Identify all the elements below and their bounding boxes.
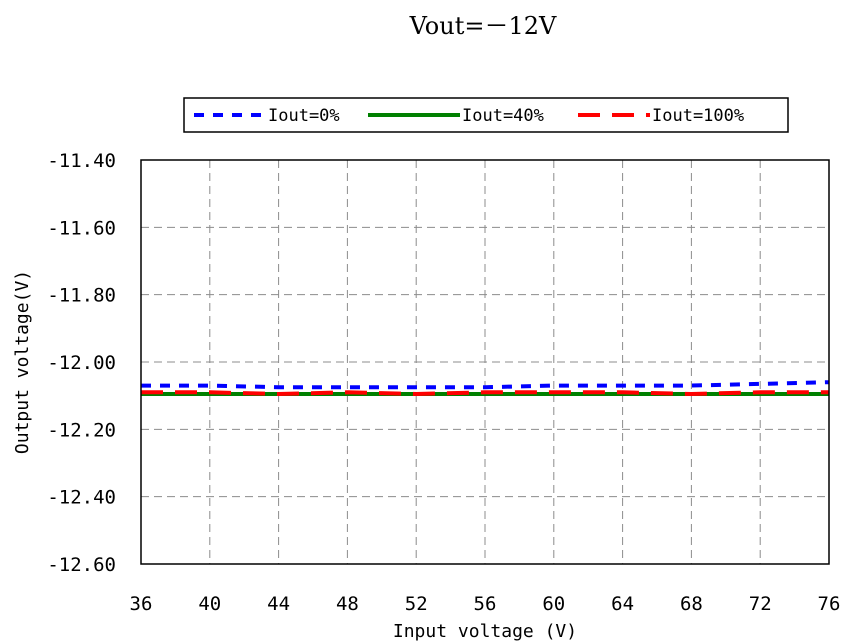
x-tick-label: 48	[336, 593, 359, 615]
series-line-2	[141, 390, 829, 396]
legend-label-2: Iout=100%	[652, 106, 744, 126]
series-layer	[141, 380, 830, 396]
y-tick-label: -11.40	[47, 150, 116, 172]
y-tick-labels: -11.40 -11.60 -11.80 -12.00 -12.20 -12.40 -12.…	[47, 150, 116, 576]
y-tick-label: -12.60	[47, 554, 116, 576]
x-tick-label: 60	[542, 593, 565, 615]
x-tick-labels: 36 40 44 48 52 56 60 64 68 72 76	[130, 593, 841, 615]
x-tick-label: 56	[474, 593, 497, 615]
x-tick-label: 36	[130, 593, 153, 615]
y-tick-label: -12.00	[47, 352, 116, 374]
legend-label-0: Iout=0%	[268, 106, 340, 126]
legend-box	[183, 97, 789, 133]
x-tick-label: 52	[405, 593, 428, 615]
series-line-0	[141, 380, 830, 390]
plot-area	[140, 159, 830, 565]
legend-label-1: Iout=40%	[462, 106, 544, 126]
grid	[141, 160, 829, 564]
x-tick-label: 64	[611, 593, 634, 615]
x-axis-label: Input voltage (V)	[393, 621, 577, 642]
x-tick-label: 72	[749, 593, 772, 615]
x-tick-label: 68	[680, 593, 703, 615]
legend: Iout=0% Iout=40% Iout=100%	[183, 97, 789, 133]
x-tick-label: 76	[818, 593, 841, 615]
x-tick-label: 40	[198, 593, 221, 615]
x-tick-label: 44	[267, 593, 290, 615]
y-axis-label: Output voltage(V)	[12, 270, 33, 454]
y-tick-label: -11.60	[47, 217, 116, 239]
chart-title: Vout=－12V	[409, 12, 557, 40]
y-tick-label: -12.40	[47, 487, 116, 509]
y-tick-label: -11.80	[47, 285, 116, 307]
y-tick-label: -12.20	[47, 419, 116, 441]
